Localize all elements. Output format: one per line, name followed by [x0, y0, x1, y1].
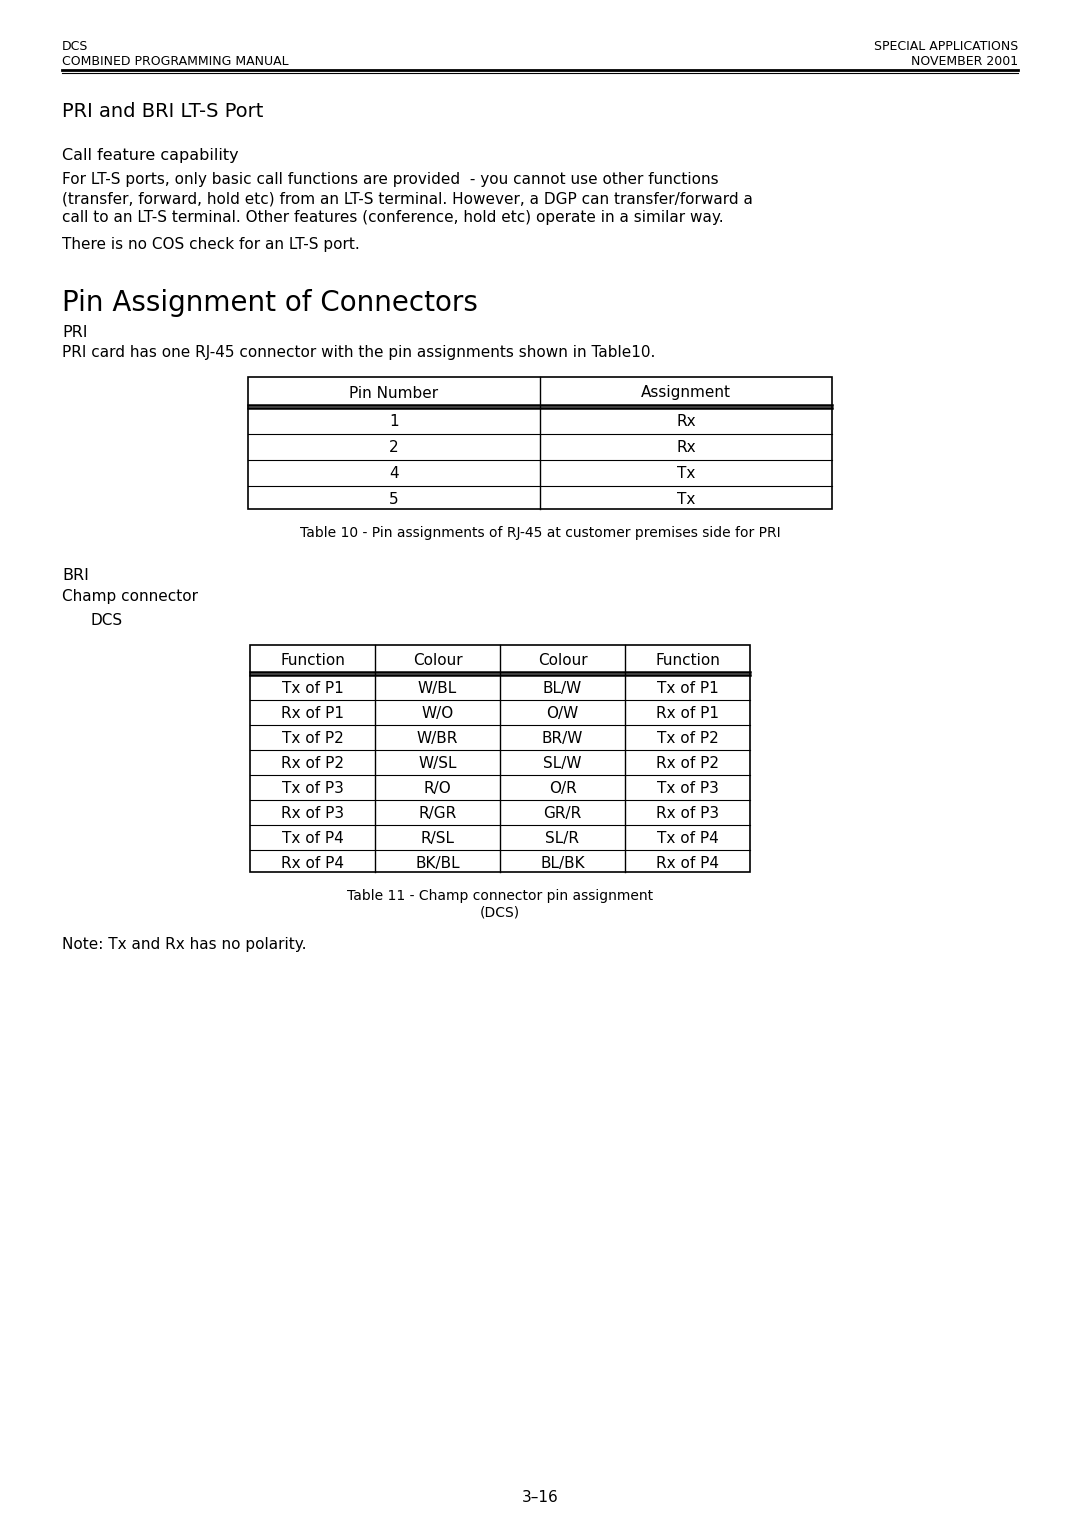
Text: Rx of P4: Rx of P4	[656, 856, 719, 871]
Text: Tx of P2: Tx of P2	[657, 730, 718, 746]
Text: Tx of P4: Tx of P4	[657, 831, 718, 846]
Text: COMBINED PROGRAMMING MANUAL: COMBINED PROGRAMMING MANUAL	[62, 55, 288, 69]
Text: W/BR: W/BR	[417, 730, 458, 746]
Text: There is no COS check for an LT-S port.: There is no COS check for an LT-S port.	[62, 236, 360, 252]
Text: Tx: Tx	[677, 493, 696, 508]
Text: Rx of P3: Rx of P3	[656, 807, 719, 820]
Text: W/BL: W/BL	[418, 682, 457, 695]
Text: BK/BL: BK/BL	[415, 856, 460, 871]
Text: SL/R: SL/R	[545, 831, 580, 846]
Text: Tx of P1: Tx of P1	[657, 682, 718, 695]
Text: PRI and BRI LT-S Port: PRI and BRI LT-S Port	[62, 102, 264, 120]
Text: GR/R: GR/R	[543, 807, 582, 820]
Text: Assignment: Assignment	[642, 386, 731, 401]
Text: Tx of P2: Tx of P2	[282, 730, 343, 746]
Text: Rx: Rx	[676, 441, 696, 456]
Text: Function: Function	[656, 653, 720, 668]
Text: DCS: DCS	[90, 613, 122, 628]
Text: W/SL: W/SL	[418, 756, 457, 772]
Text: Rx of P3: Rx of P3	[281, 807, 345, 820]
Text: 3–16: 3–16	[522, 1490, 558, 1505]
Text: Call feature capability: Call feature capability	[62, 148, 239, 163]
Text: Rx of P2: Rx of P2	[281, 756, 345, 772]
Text: DCS: DCS	[62, 40, 89, 53]
Text: BL/BK: BL/BK	[540, 856, 584, 871]
Text: Note: Tx and Rx has no polarity.: Note: Tx and Rx has no polarity.	[62, 936, 307, 952]
Bar	[248, 377, 832, 509]
Text: Champ connector: Champ connector	[62, 589, 198, 604]
Text: R/O: R/O	[423, 781, 451, 796]
Text: BL/W: BL/W	[543, 682, 582, 695]
Text: Colour: Colour	[538, 653, 588, 668]
Text: Table 11 - Champ connector pin assignment: Table 11 - Champ connector pin assignmen…	[347, 889, 653, 903]
Bar	[249, 645, 750, 872]
Text: SL/W: SL/W	[543, 756, 582, 772]
Text: Tx of P3: Tx of P3	[657, 781, 718, 796]
Text: R/SL: R/SL	[420, 831, 455, 846]
Text: (DCS): (DCS)	[480, 906, 521, 920]
Text: Pin Number: Pin Number	[350, 386, 438, 401]
Text: For LT-S ports, only basic call functions are provided  - you cannot use other f: For LT-S ports, only basic call function…	[62, 172, 718, 188]
Text: Tx: Tx	[677, 467, 696, 482]
Text: Colour: Colour	[413, 653, 462, 668]
Text: call to an LT-S terminal. Other features (conference, hold etc) operate in a sim: call to an LT-S terminal. Other features…	[62, 210, 724, 226]
Text: 2: 2	[389, 441, 399, 456]
Text: Rx of P1: Rx of P1	[281, 706, 345, 721]
Text: (transfer, forward, hold etc) from an LT-S terminal. However, a DGP can transfer: (transfer, forward, hold etc) from an LT…	[62, 191, 753, 206]
Text: Tx of P1: Tx of P1	[282, 682, 343, 695]
Text: Rx: Rx	[676, 415, 696, 430]
Text: W/O: W/O	[421, 706, 454, 721]
Text: BR/W: BR/W	[542, 730, 583, 746]
Text: PRI: PRI	[62, 325, 87, 340]
Text: BRI: BRI	[62, 567, 89, 583]
Text: Function: Function	[280, 653, 345, 668]
Text: 4: 4	[389, 467, 399, 482]
Text: 1: 1	[389, 415, 399, 430]
Text: O/R: O/R	[549, 781, 577, 796]
Text: Tx of P3: Tx of P3	[282, 781, 343, 796]
Text: O/W: O/W	[546, 706, 579, 721]
Text: Tx of P4: Tx of P4	[282, 831, 343, 846]
Text: R/GR: R/GR	[418, 807, 457, 820]
Text: Pin Assignment of Connectors: Pin Assignment of Connectors	[62, 290, 477, 317]
Text: Rx of P4: Rx of P4	[281, 856, 345, 871]
Text: Rx of P2: Rx of P2	[656, 756, 719, 772]
Text: Table 10 - Pin assignments of RJ-45 at customer premises side for PRI: Table 10 - Pin assignments of RJ-45 at c…	[299, 526, 781, 540]
Text: PRI card has one RJ-45 connector with the pin assignments shown in Table10.: PRI card has one RJ-45 connector with th…	[62, 345, 656, 360]
Text: SPECIAL APPLICATIONS: SPECIAL APPLICATIONS	[874, 40, 1018, 53]
Text: NOVEMBER 2001: NOVEMBER 2001	[910, 55, 1018, 69]
Text: 5: 5	[389, 493, 399, 508]
Text: Rx of P1: Rx of P1	[656, 706, 719, 721]
